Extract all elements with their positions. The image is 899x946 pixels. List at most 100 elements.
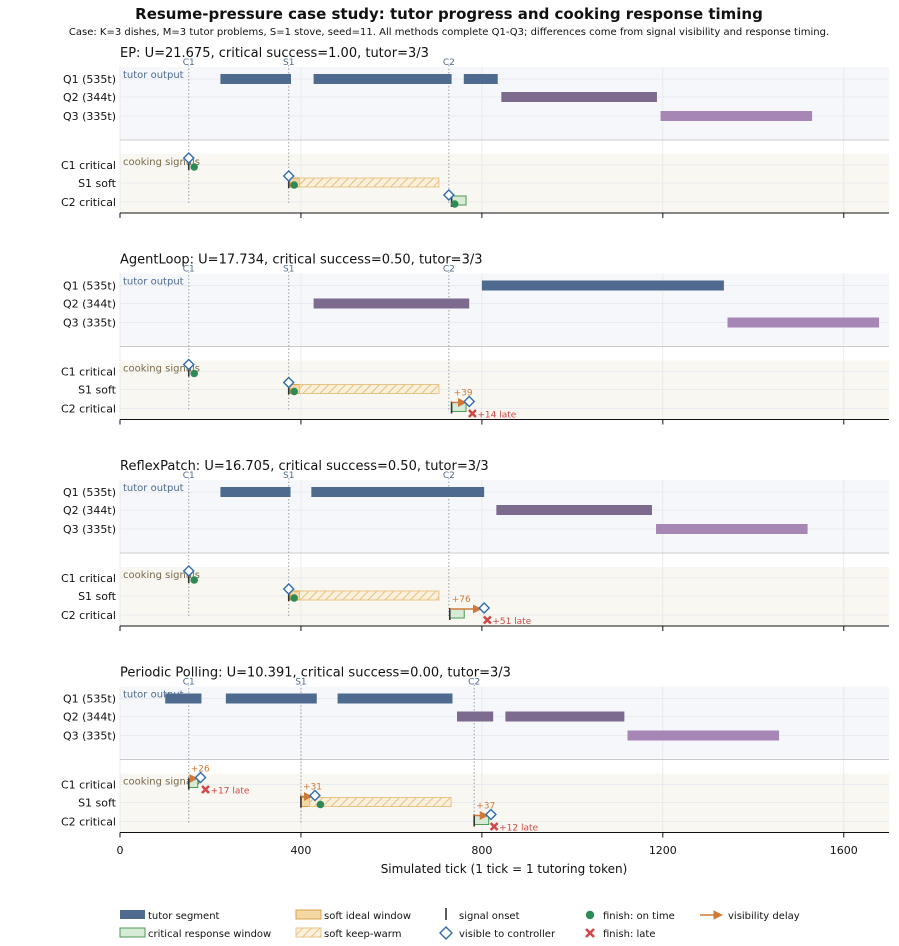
chart-subtitle: Case: K=3 dishes, M=3 tutor problems, S=…	[69, 27, 829, 38]
legend-label: finish: on time	[603, 911, 675, 922]
panel-title: EP: U=21.675, critical success=1.00, tut…	[120, 46, 429, 61]
visible-marker	[194, 771, 207, 784]
panels-group: EP: U=21.675, critical success=1.00, tut…	[61, 46, 889, 838]
tutor-segment	[727, 317, 880, 328]
visible-marker	[182, 565, 195, 577]
x-axis-label: Simulated tick (1 tick = 1 tutoring toke…	[381, 862, 628, 876]
signal-row-label: C2 critical	[61, 609, 116, 622]
legend-visible-swatch	[439, 926, 453, 940]
tutor-section-label: tutor output	[123, 483, 184, 494]
visible-marker	[478, 602, 491, 614]
tutor-segment	[311, 487, 485, 497]
onset-label: S1	[283, 471, 294, 481]
signal-band	[120, 773, 889, 833]
tutor-segment	[225, 693, 317, 704]
signal-band	[120, 360, 889, 420]
signal-row-label: C1 critical	[61, 779, 116, 792]
finish-on-time-marker	[190, 369, 198, 378]
tutor-row-label: Q3 (335t)	[63, 317, 116, 330]
legend-late-swatch	[585, 928, 595, 938]
signal-band	[120, 154, 889, 213]
legend-soft-keep-swatch	[295, 927, 322, 938]
onset-label: C1	[183, 678, 195, 688]
tutor-row-label: Q3 (335t)	[63, 730, 116, 743]
signal-row-label: C2 critical	[61, 403, 116, 416]
signal-band	[120, 567, 889, 626]
tutor-segment	[220, 74, 291, 84]
panel-2: AgentLoop: U=17.734, critical success=0.…	[61, 253, 889, 425]
visible-marker	[282, 583, 295, 595]
legend-soft-ideal-swatch	[295, 909, 322, 920]
panel-1: EP: U=21.675, critical success=1.00, tut…	[61, 46, 889, 218]
critical-window	[451, 402, 467, 412]
signal-row-label: S1 soft	[78, 384, 117, 397]
critical-window	[449, 608, 465, 619]
legend-label: finish: late	[603, 929, 656, 940]
onset-label: C2	[443, 471, 455, 481]
finish-on-time-marker	[316, 800, 325, 809]
visible-marker	[182, 358, 195, 371]
tutor-section-label: tutor output	[123, 690, 184, 701]
panel-4: Periodic Polling: U=10.391, critical suc…	[61, 666, 889, 838]
tutor-section-label: tutor output	[123, 70, 184, 81]
legend-label: visible to controller	[459, 929, 556, 940]
visible-marker	[442, 189, 455, 201]
signal-row-label: C1 critical	[61, 366, 116, 379]
tutor-segment	[337, 693, 453, 704]
tutor-segment	[313, 298, 470, 309]
onset-label: C2	[468, 678, 480, 688]
visible-marker	[463, 395, 476, 408]
tutor-row-label: Q1 (535t)	[63, 693, 116, 706]
x-tick-label: 400	[290, 844, 311, 857]
panel-title: Periodic Polling: U=10.391, critical suc…	[120, 666, 511, 681]
signal-section-label: cooking signals	[123, 777, 200, 788]
late-label: +51 late	[492, 617, 531, 627]
visibility-delay-label: +37	[476, 802, 495, 812]
legend-label: critical response window	[148, 929, 271, 940]
signal-row-label: S1 soft	[78, 797, 117, 810]
visibility-delay-label: +76	[452, 595, 471, 605]
chart-title: Resume-pressure case study: tutor progre…	[135, 5, 763, 23]
soft-ideal-window	[300, 797, 311, 807]
onset-label: C2	[443, 265, 455, 275]
tutor-row-label: Q2 (344t)	[63, 711, 116, 724]
tutor-segment	[505, 711, 625, 722]
finish-late-marker	[201, 785, 210, 794]
critical-window	[188, 778, 199, 788]
legend-label: soft keep-warm	[324, 929, 401, 940]
finish-on-time-marker	[450, 200, 459, 208]
onset-label: S1	[283, 58, 294, 68]
x-tick-label: 800	[471, 844, 492, 857]
finish-late-marker	[489, 822, 499, 831]
critical-window	[473, 815, 490, 825]
x-tick-label: 1600	[830, 844, 858, 857]
panel-title: ReflexPatch: U=16.705, critical success=…	[120, 459, 489, 474]
late-label: +17 late	[210, 787, 249, 797]
finish-late-marker	[482, 615, 492, 625]
tutor-segment	[660, 111, 813, 121]
legend-critical-swatch	[119, 927, 146, 938]
visible-marker	[182, 152, 195, 164]
tutor-row-label: Q1 (535t)	[63, 280, 116, 293]
legend-ontime-swatch	[585, 910, 595, 920]
signal-section-label: cooking signals	[123, 364, 200, 375]
tutor-section-label: tutor output	[123, 277, 184, 288]
tutor-row-label: Q3 (335t)	[63, 523, 116, 536]
signal-row-label: S1 soft	[78, 177, 117, 190]
tutor-segment	[165, 693, 202, 704]
signal-row-label: C1 critical	[61, 159, 116, 172]
finish-on-time-marker	[290, 387, 298, 396]
late-label: +12 late	[499, 824, 538, 834]
tutor-segment	[457, 711, 494, 722]
tutor-row-label: Q2 (344t)	[63, 504, 116, 517]
x-axis: 0 400 800 1200 1600	[117, 844, 858, 857]
legend-tutor-swatch	[120, 910, 145, 919]
visible-marker	[484, 808, 497, 821]
tutor-row-label: Q3 (335t)	[63, 110, 116, 123]
onset-label: S1	[283, 265, 294, 275]
legend-label: soft ideal window	[324, 911, 411, 922]
tutor-segment	[481, 280, 724, 291]
onset-label: C2	[443, 58, 455, 68]
onset-label: S1	[295, 678, 306, 688]
